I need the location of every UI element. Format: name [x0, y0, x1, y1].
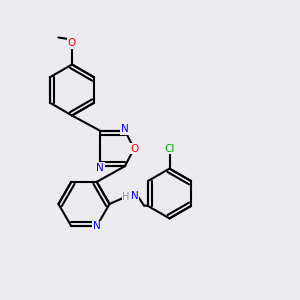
Text: N: N: [121, 124, 129, 134]
Text: O: O: [68, 38, 76, 49]
Text: Cl: Cl: [164, 144, 175, 154]
Text: H: H: [122, 191, 130, 202]
Text: N: N: [93, 221, 100, 231]
Text: N: N: [96, 163, 104, 173]
Text: N: N: [130, 190, 138, 201]
Text: O: O: [130, 143, 138, 154]
